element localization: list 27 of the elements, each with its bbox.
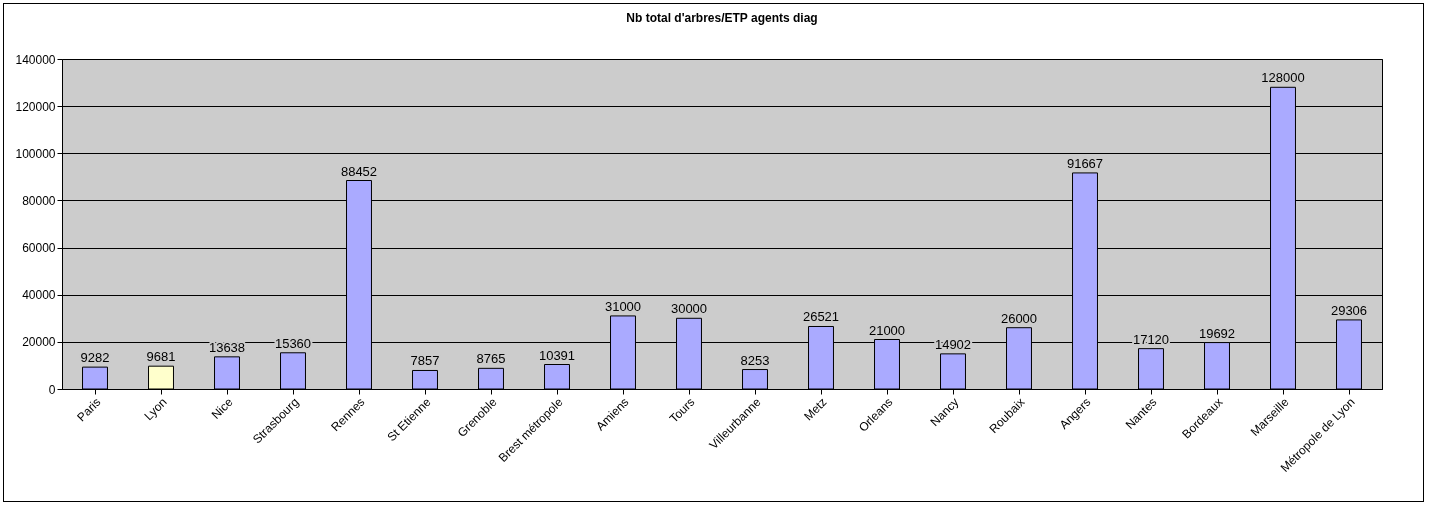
data-label: 19692	[1198, 325, 1236, 341]
data-label: 9282	[80, 350, 110, 366]
data-label: 8253	[740, 352, 770, 368]
data-label: 13638	[208, 339, 246, 355]
y-tick-label: 40000	[22, 288, 56, 303]
x-tick-label: Nice	[208, 394, 236, 422]
chart-title: Nb total d'arbres/ETP agents diag	[626, 11, 818, 25]
data-label: 128000	[1261, 70, 1305, 86]
data-label: 7857	[410, 353, 440, 369]
data-label: 88452	[340, 163, 378, 179]
data-label: 10391	[538, 347, 576, 363]
y-tick-label: 60000	[22, 241, 56, 256]
y-tick-label: 140000	[15, 52, 56, 67]
data-label: 31000	[604, 298, 642, 314]
data-label: 26521	[802, 309, 840, 325]
data-label: 91667	[1066, 155, 1104, 171]
y-tick-label: 120000	[15, 99, 56, 114]
y-tick-label: 20000	[22, 335, 56, 350]
data-label: 9681	[146, 349, 176, 365]
data-label: 30000	[670, 301, 708, 317]
data-label: 26000	[1000, 310, 1038, 326]
data-label: 21000	[868, 322, 906, 338]
y-tick-label: 80000	[22, 193, 56, 208]
y-tick-label: 100000	[15, 146, 56, 161]
data-label: 29306	[1330, 302, 1368, 318]
data-label: 8765	[476, 351, 506, 367]
y-tick-label: 0	[48, 382, 56, 397]
